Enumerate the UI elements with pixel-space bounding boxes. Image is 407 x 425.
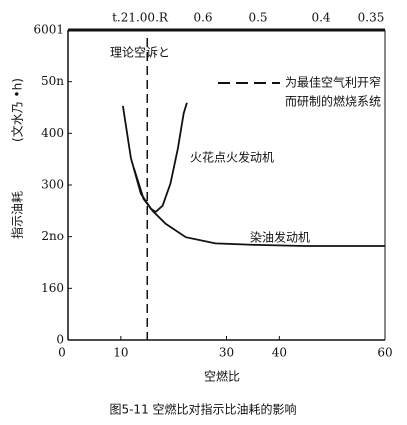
y-tick-label: 6001 bbox=[33, 23, 64, 37]
top-axis-label: 0.6 bbox=[193, 11, 212, 25]
x-axis-title: 空燃比 bbox=[204, 369, 240, 384]
caption: 图5-11 空燃比对指示比油耗的影响 bbox=[109, 402, 296, 417]
y-tick-label: 0 bbox=[56, 333, 64, 347]
y-tick-label: 50n bbox=[41, 74, 64, 88]
top-axis-label: 0.4 bbox=[311, 11, 330, 25]
x-tick-label: 30 bbox=[219, 346, 234, 360]
series-line bbox=[133, 168, 385, 247]
legend-text: 而研制的燃烧系统 bbox=[285, 94, 381, 109]
legend-text: 为最佳空气利开窄 bbox=[285, 75, 381, 90]
y-axis-title: 指示油耗 bbox=[10, 191, 25, 239]
series-line bbox=[122, 102, 188, 214]
y-tick-label: 300 bbox=[41, 178, 64, 192]
y-axis-unit: (文水乃 •h) bbox=[10, 78, 25, 142]
y-tick-label: 400 bbox=[41, 126, 64, 140]
x-tick-label: 0 bbox=[58, 346, 66, 360]
series-label: 火花点火发动机 bbox=[190, 150, 274, 165]
top-axis-label: 0.35 bbox=[358, 11, 385, 25]
top-axis-label: t.21.00.R bbox=[112, 11, 169, 25]
y-tick-label: 2no bbox=[41, 229, 64, 243]
top-axis-label: 0.5 bbox=[248, 11, 267, 25]
reference-label: 理论空诉と bbox=[110, 46, 170, 60]
x-tick-label: 40 bbox=[272, 346, 287, 360]
series-label: 染油发动机 bbox=[250, 230, 310, 245]
x-tick-label: 60 bbox=[377, 346, 392, 360]
y-tick-label: 160 bbox=[41, 281, 64, 295]
x-tick-label: 10 bbox=[113, 346, 128, 360]
